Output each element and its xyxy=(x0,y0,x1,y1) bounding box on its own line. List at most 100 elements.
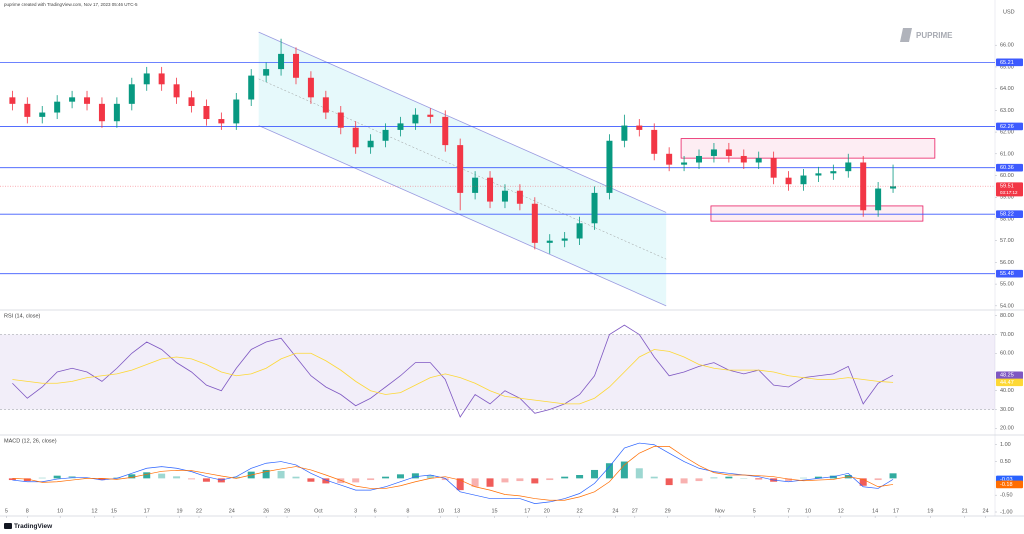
candle-body xyxy=(725,149,732,156)
candle-body xyxy=(785,177,792,185)
candle-body xyxy=(188,97,195,107)
rsi-value-tag-text: 44.47 xyxy=(1000,380,1014,386)
x-tick-label: 5 xyxy=(753,508,756,514)
x-tick-label: 14 xyxy=(872,508,878,514)
logo: PUPRIME xyxy=(900,28,953,42)
macd-histogram-bar xyxy=(471,478,479,487)
zone xyxy=(680,138,936,159)
macd-histogram-bar xyxy=(576,475,584,479)
x-tick-label: 29 xyxy=(665,508,671,514)
level-tag-box xyxy=(996,122,1023,131)
signal-line xyxy=(12,446,894,501)
x-tick-label: 8 xyxy=(26,508,29,514)
candle-body xyxy=(442,116,449,146)
macd-histogram-bar xyxy=(382,476,390,479)
macd-histogram-bar xyxy=(202,478,210,482)
x-tick-label: 21 xyxy=(962,508,968,514)
zone xyxy=(710,205,924,222)
candle-body xyxy=(322,97,329,113)
candle-body xyxy=(501,190,508,202)
x-tick-label: 8 xyxy=(406,508,409,514)
candle-body xyxy=(278,53,285,70)
x-tick-label: 10 xyxy=(805,508,811,514)
y-tick-label: 1.00 xyxy=(1000,442,1011,448)
macd-histogram-bar xyxy=(799,477,807,479)
rsi-value-tag-box xyxy=(996,371,1023,380)
macd-histogram-bar xyxy=(680,478,688,484)
macd-histogram-bar xyxy=(113,477,121,479)
macd-histogram-bar xyxy=(561,476,569,479)
candle-body xyxy=(128,84,135,104)
y-tick-label: 56.00 xyxy=(1000,260,1014,266)
rsi-band xyxy=(0,334,995,410)
candle-body xyxy=(367,140,374,148)
macd-histogram-bar xyxy=(352,478,360,483)
candle-body xyxy=(606,140,613,193)
candle-body xyxy=(636,125,643,130)
macd-histogram-bar xyxy=(605,463,613,479)
candle-body xyxy=(561,238,568,241)
level-tag-box xyxy=(996,269,1023,278)
candle-body xyxy=(890,186,897,189)
brand-text: TradingView xyxy=(14,523,53,530)
x-tick-label: 19 xyxy=(177,508,183,514)
macd-histogram-bar xyxy=(232,476,240,479)
macd-histogram-bar xyxy=(98,478,106,481)
macd-histogram-bar xyxy=(665,478,673,486)
logo-text: PUPRIME xyxy=(916,31,953,40)
macd-histogram-bar xyxy=(188,478,196,480)
candle-body xyxy=(845,162,852,172)
candle-body xyxy=(173,84,180,98)
y-tick-label: 66.00 xyxy=(1000,43,1014,49)
x-tick-label: 27 xyxy=(632,508,638,514)
y-tick-label: 65.00 xyxy=(1000,64,1014,70)
level-tag-text: 58.22 xyxy=(1000,212,1014,218)
x-tick-label: 17 xyxy=(144,508,150,514)
caption: puprime created with TradingView.com, No… xyxy=(4,2,138,7)
candle-body xyxy=(39,112,46,117)
y-tick-label: 60.00 xyxy=(1000,173,1014,179)
x-tick-label: 10 xyxy=(438,508,444,514)
macd-title: MACD (12, 26, close) xyxy=(4,438,57,444)
currency: USD xyxy=(1003,9,1015,15)
candle-body xyxy=(591,192,598,224)
macd-histogram-bar xyxy=(8,478,16,481)
candle-body xyxy=(487,177,494,202)
candle-body xyxy=(681,162,688,165)
macd-histogram-bar xyxy=(516,478,524,482)
candle-body xyxy=(143,73,150,85)
y-tick-label: 58.00 xyxy=(1000,216,1014,222)
candle-body xyxy=(24,103,31,117)
candle-body xyxy=(233,99,240,124)
x-tick-label: 3 xyxy=(354,508,357,514)
y-tick-label: -1.00 xyxy=(1000,509,1013,515)
rsi-value-tag-box xyxy=(996,378,1023,387)
last-price-text: 59.51 xyxy=(1000,184,1014,190)
y-tick-label: 60.00 xyxy=(1000,351,1014,357)
macd-histogram-bar xyxy=(889,473,897,479)
y-tick-label: 20.00 xyxy=(1000,426,1014,432)
rsi-line xyxy=(12,324,894,418)
macd-histogram-bar xyxy=(441,478,449,481)
macd-histogram-bar xyxy=(262,469,270,479)
candle-body xyxy=(337,112,344,128)
macd-histogram-bar xyxy=(546,478,554,481)
y-tick-label: 62.00 xyxy=(1000,130,1014,136)
x-tick-label: 24 xyxy=(612,508,618,514)
macd-histogram-bar xyxy=(277,470,285,479)
x-tick-label: Nov xyxy=(715,508,725,514)
macd-histogram-bar xyxy=(755,478,763,480)
macd-histogram-bar xyxy=(591,469,599,479)
macd-histogram-bar xyxy=(292,476,300,479)
macd-histogram-bar xyxy=(650,476,658,479)
x-tick-label: 24 xyxy=(983,508,989,514)
x-tick-label: 26 xyxy=(263,508,269,514)
x-tick-label: 20 xyxy=(544,508,550,514)
macd-histogram-bar xyxy=(874,478,882,481)
candle-body xyxy=(770,158,777,178)
candle-body xyxy=(69,97,76,102)
candle-body xyxy=(621,125,628,141)
level-tag-box xyxy=(996,58,1023,67)
macd-histogram-bar xyxy=(322,478,330,484)
